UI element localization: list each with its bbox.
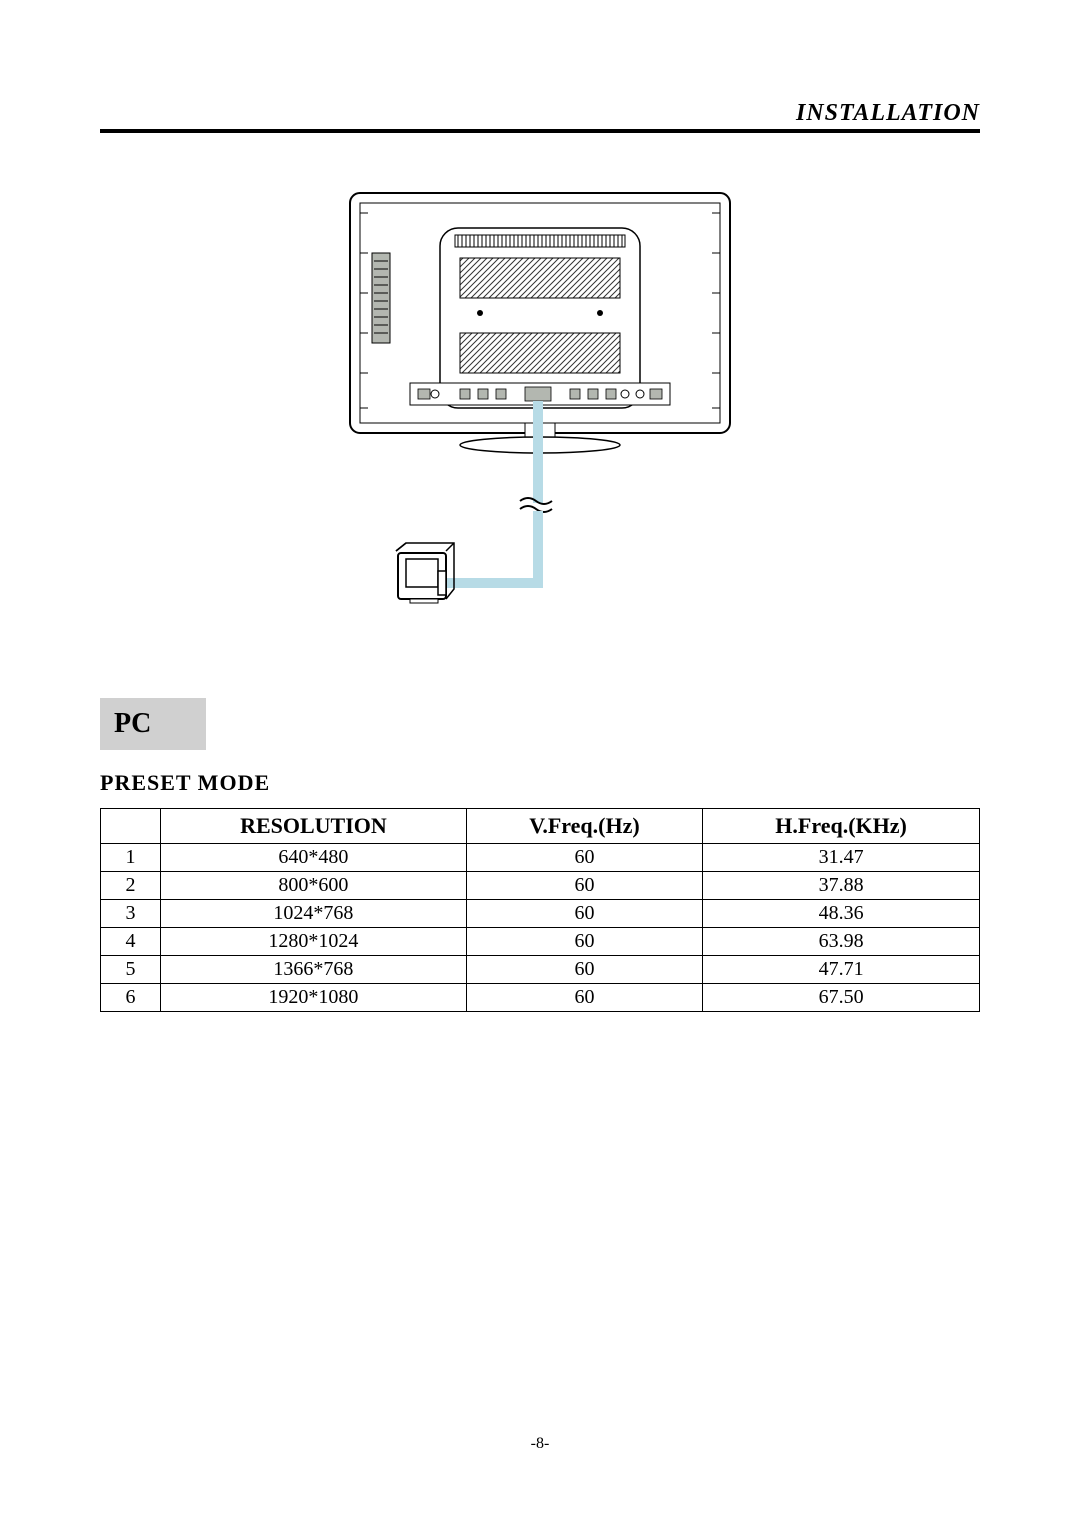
table-row: 6 1920*1080 60 67.50 xyxy=(101,984,980,1012)
preset-mode-title: PRESET MODE xyxy=(100,770,980,796)
cell-index: 6 xyxy=(101,984,161,1012)
col-vfreq: V.Freq.(Hz) xyxy=(466,809,702,844)
tv-connection-diagram xyxy=(100,183,980,648)
table-row: 1 640*480 60 31.47 xyxy=(101,844,980,872)
cell-vfreq: 60 xyxy=(466,844,702,872)
cell-hfreq: 63.98 xyxy=(703,928,980,956)
section-title: INSTALLATION xyxy=(796,100,980,126)
cell-hfreq: 48.36 xyxy=(703,900,980,928)
cell-hfreq: 67.50 xyxy=(703,984,980,1012)
cell-hfreq: 37.88 xyxy=(703,872,980,900)
cell-resolution: 800*600 xyxy=(161,872,467,900)
table-row: 4 1280*1024 60 63.98 xyxy=(101,928,980,956)
table-row: 2 800*600 60 37.88 xyxy=(101,872,980,900)
pc-icon xyxy=(396,543,454,603)
col-index xyxy=(101,809,161,844)
cell-index: 2 xyxy=(101,872,161,900)
cell-vfreq: 60 xyxy=(466,872,702,900)
cell-vfreq: 60 xyxy=(466,928,702,956)
preset-mode-table: RESOLUTION V.Freq.(Hz) H.Freq.(KHz) 1 64… xyxy=(100,808,980,1012)
pc-badge: PC xyxy=(100,698,206,750)
col-hfreq: H.Freq.(KHz) xyxy=(703,809,980,844)
table-row: 5 1366*768 60 47.71 xyxy=(101,956,980,984)
page-header: INSTALLATION xyxy=(100,100,980,133)
cell-index: 3 xyxy=(101,900,161,928)
cell-resolution: 640*480 xyxy=(161,844,467,872)
pc-badge-label: PC xyxy=(114,708,151,739)
cell-resolution: 1280*1024 xyxy=(161,928,467,956)
col-resolution: RESOLUTION xyxy=(161,809,467,844)
cell-resolution: 1920*1080 xyxy=(161,984,467,1012)
page-number: -8- xyxy=(0,1435,1080,1453)
cell-index: 1 xyxy=(101,844,161,872)
cell-index: 4 xyxy=(101,928,161,956)
cell-resolution: 1366*768 xyxy=(161,956,467,984)
cell-hfreq: 47.71 xyxy=(703,956,980,984)
table-header-row: RESOLUTION V.Freq.(Hz) H.Freq.(KHz) xyxy=(101,809,980,844)
diagram-svg xyxy=(310,183,770,643)
table-row: 3 1024*768 60 48.36 xyxy=(101,900,980,928)
cell-vfreq: 60 xyxy=(466,984,702,1012)
cell-vfreq: 60 xyxy=(466,900,702,928)
cell-index: 5 xyxy=(101,956,161,984)
cell-vfreq: 60 xyxy=(466,956,702,984)
cell-resolution: 1024*768 xyxy=(161,900,467,928)
cell-hfreq: 31.47 xyxy=(703,844,980,872)
